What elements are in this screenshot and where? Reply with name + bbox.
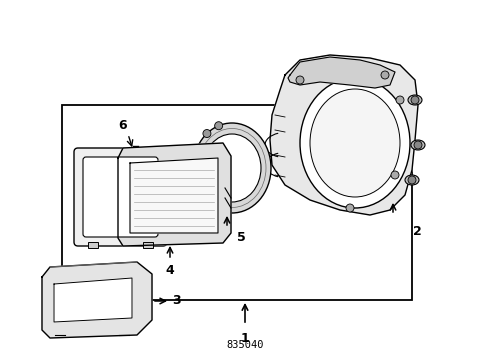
Text: 1: 1	[241, 332, 249, 345]
Polygon shape	[118, 143, 231, 246]
Polygon shape	[270, 55, 418, 215]
Polygon shape	[130, 158, 218, 233]
Circle shape	[391, 171, 399, 179]
Text: 835040: 835040	[226, 340, 264, 350]
Ellipse shape	[193, 123, 271, 213]
Polygon shape	[54, 278, 132, 322]
Bar	[88, 242, 98, 248]
Circle shape	[396, 96, 404, 104]
Text: 5: 5	[237, 231, 246, 244]
FancyBboxPatch shape	[74, 148, 167, 246]
Ellipse shape	[411, 140, 425, 150]
Ellipse shape	[310, 89, 400, 197]
Circle shape	[381, 71, 389, 79]
Polygon shape	[42, 262, 152, 338]
Ellipse shape	[408, 95, 422, 105]
Text: 3: 3	[172, 294, 181, 307]
Text: 6: 6	[119, 119, 127, 132]
Circle shape	[411, 96, 419, 104]
Ellipse shape	[300, 78, 410, 208]
Text: 4: 4	[166, 264, 174, 277]
Text: 2: 2	[413, 225, 422, 238]
Circle shape	[414, 141, 422, 149]
Circle shape	[408, 176, 416, 184]
Polygon shape	[288, 57, 395, 88]
Bar	[143, 242, 153, 248]
Circle shape	[192, 149, 199, 157]
Bar	[62, 105, 412, 300]
FancyBboxPatch shape	[83, 157, 158, 237]
Ellipse shape	[405, 175, 419, 185]
Circle shape	[203, 130, 211, 138]
Circle shape	[215, 122, 222, 130]
Circle shape	[296, 76, 304, 84]
Circle shape	[346, 204, 354, 212]
Ellipse shape	[203, 134, 261, 202]
